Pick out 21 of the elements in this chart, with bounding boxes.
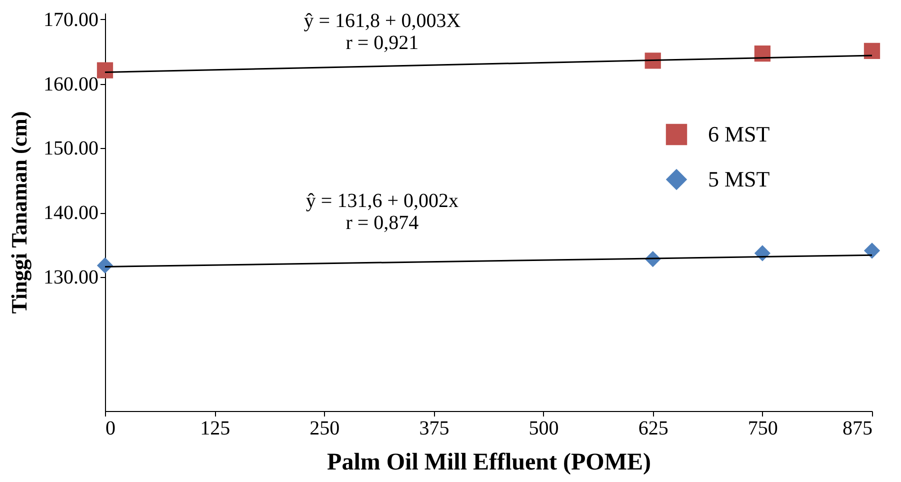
y-axis-title: Tinggi Tanaman (cm) (6, 111, 32, 314)
x-tick-label: 500 (528, 418, 559, 440)
x-tick-label: 250 (310, 418, 340, 440)
x-tick-label: 750 (748, 418, 778, 440)
x-axis-title: Palm Oil Mill Effluent (POME) (327, 450, 651, 476)
x-tick-label: 625 (638, 418, 668, 440)
annotation: r = 0,921 (346, 32, 419, 54)
y-tick-label: 130.00 (44, 266, 98, 289)
x-tick-label: 875 (842, 418, 872, 440)
y-tick-label: 150.00 (44, 138, 98, 160)
x-tick-label: 375 (419, 418, 450, 440)
y-tick-label: 140.00 (44, 202, 98, 224)
legend-label: 6 MST (708, 122, 770, 146)
annotation: r = 0,874 (346, 212, 419, 234)
y-tick-label: 160.00 (44, 73, 98, 96)
legend-label: 5 MST (708, 166, 770, 192)
y-tick-label: 170.00 (44, 8, 98, 31)
x-tick-label: 0 (106, 418, 116, 440)
annotation: ŷ = 161,8 + 0,003X (304, 10, 462, 32)
x-tick-label: 125 (200, 418, 230, 440)
annotation: ŷ = 131,6 + 0,002x (306, 190, 458, 212)
